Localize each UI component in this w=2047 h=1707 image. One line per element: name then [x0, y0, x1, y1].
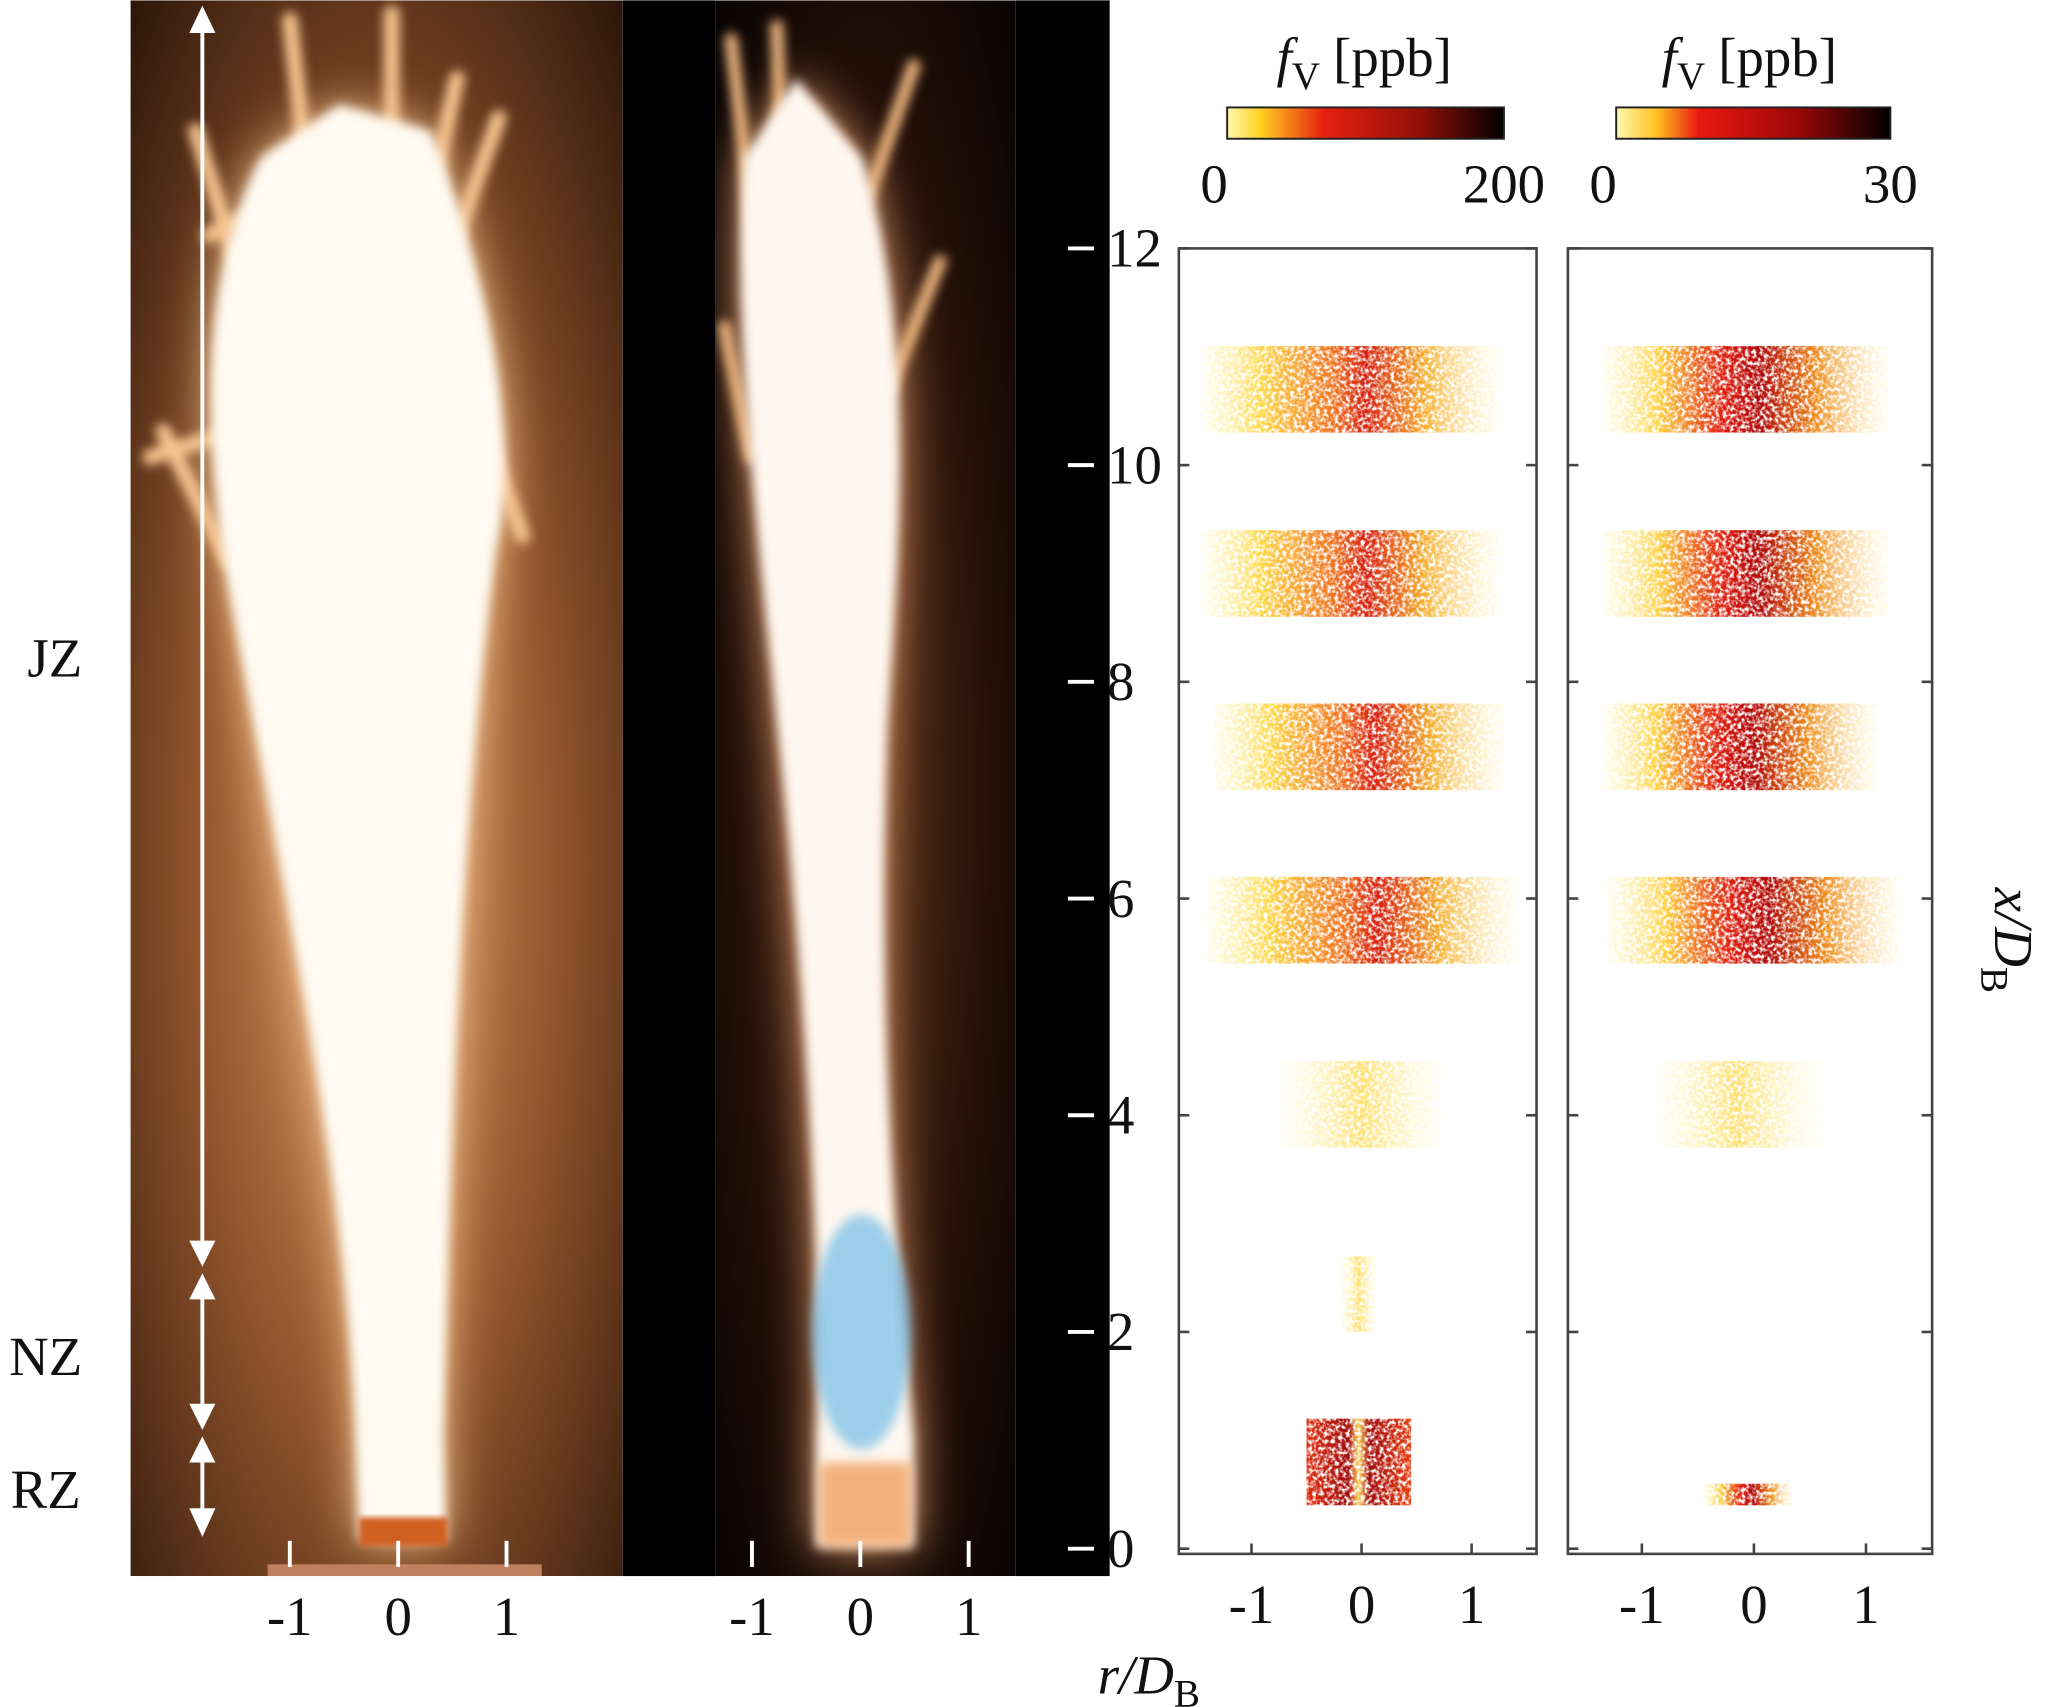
x-tick-label: 0 [384, 1586, 411, 1647]
x-tick-label: -1 [267, 1586, 313, 1647]
y-tick-label: 4 [1107, 1085, 1134, 1146]
colorbar-tick-label: 0 [1589, 154, 1616, 215]
x-tick-label: 1 [1458, 1574, 1485, 1635]
soot-band [1306, 1418, 1412, 1506]
y-tick-label: 10 [1107, 434, 1162, 495]
x-tick-label: 0 [1348, 1574, 1375, 1635]
soot-band [1602, 703, 1878, 791]
soot-band [1279, 1061, 1445, 1148]
photo-gap [622, 0, 716, 1577]
map-frame [1177, 247, 1538, 1556]
map-frame [1566, 247, 1934, 1556]
x-tick-label: -1 [1229, 1574, 1275, 1635]
y-tick-label: 2 [1107, 1301, 1134, 1362]
x-tick-label: 0 [1740, 1574, 1767, 1635]
y-tick-label: 6 [1107, 868, 1134, 929]
unit: [ppb] [1333, 27, 1452, 88]
soot-band [1207, 876, 1516, 964]
unit: [ppb] [1718, 27, 1837, 88]
soot-band [1201, 530, 1500, 617]
soot-band [1608, 876, 1900, 964]
photo-direct [130, 0, 623, 1577]
soot-band [1602, 345, 1889, 433]
x-tick-label: 1 [955, 1586, 982, 1647]
colorbar-tick-label: 0 [1200, 154, 1227, 215]
label-sub: B [1174, 1673, 1200, 1707]
photo-gap [1015, 0, 1110, 1577]
colorbar-tick-label: 200 [1463, 154, 1545, 215]
x-tick-label: -1 [729, 1586, 775, 1647]
soot-maps [1201, 345, 1900, 1506]
y-tick-label: 12 [1107, 218, 1162, 279]
subscript: V [1677, 55, 1705, 98]
x-tick-label: 1 [493, 1586, 520, 1647]
colorbar [1615, 106, 1892, 140]
zone-label: RZ [11, 1459, 81, 1520]
colorbar-tick-label: 30 [1863, 154, 1918, 215]
y-tick-label: 8 [1107, 651, 1134, 712]
x-axis-label: r/DB [1098, 1645, 1200, 1707]
label-main: x/D [1983, 887, 2044, 967]
label-sub: B [1973, 967, 2016, 993]
colorbar-title: fV [ppb] [1277, 27, 1452, 98]
x-tick-label: -1 [1619, 1574, 1665, 1635]
soot-band [1653, 1061, 1822, 1148]
y-tick-label: 0 [1107, 1518, 1134, 1579]
subscript: V [1292, 55, 1320, 98]
zone-label: NZ [9, 1326, 82, 1387]
x-tick-label: 1 [1852, 1574, 1879, 1635]
soot-band [1212, 703, 1505, 791]
colorbar-title: fV [ppb] [1662, 27, 1837, 98]
soot-band [1602, 530, 1889, 617]
photo-filtered [715, 0, 1016, 1577]
zone-arrows [189, 5, 216, 1537]
x-tick-label: 0 [847, 1586, 874, 1647]
soot-band [1201, 345, 1500, 433]
y-axis-label: x/DB [1973, 887, 2044, 993]
label-main: r/D [1098, 1645, 1174, 1706]
soot-band [1703, 1483, 1794, 1506]
colorbar [1226, 106, 1505, 140]
soot-band [1339, 1256, 1379, 1332]
zone-label: JZ [27, 628, 82, 689]
